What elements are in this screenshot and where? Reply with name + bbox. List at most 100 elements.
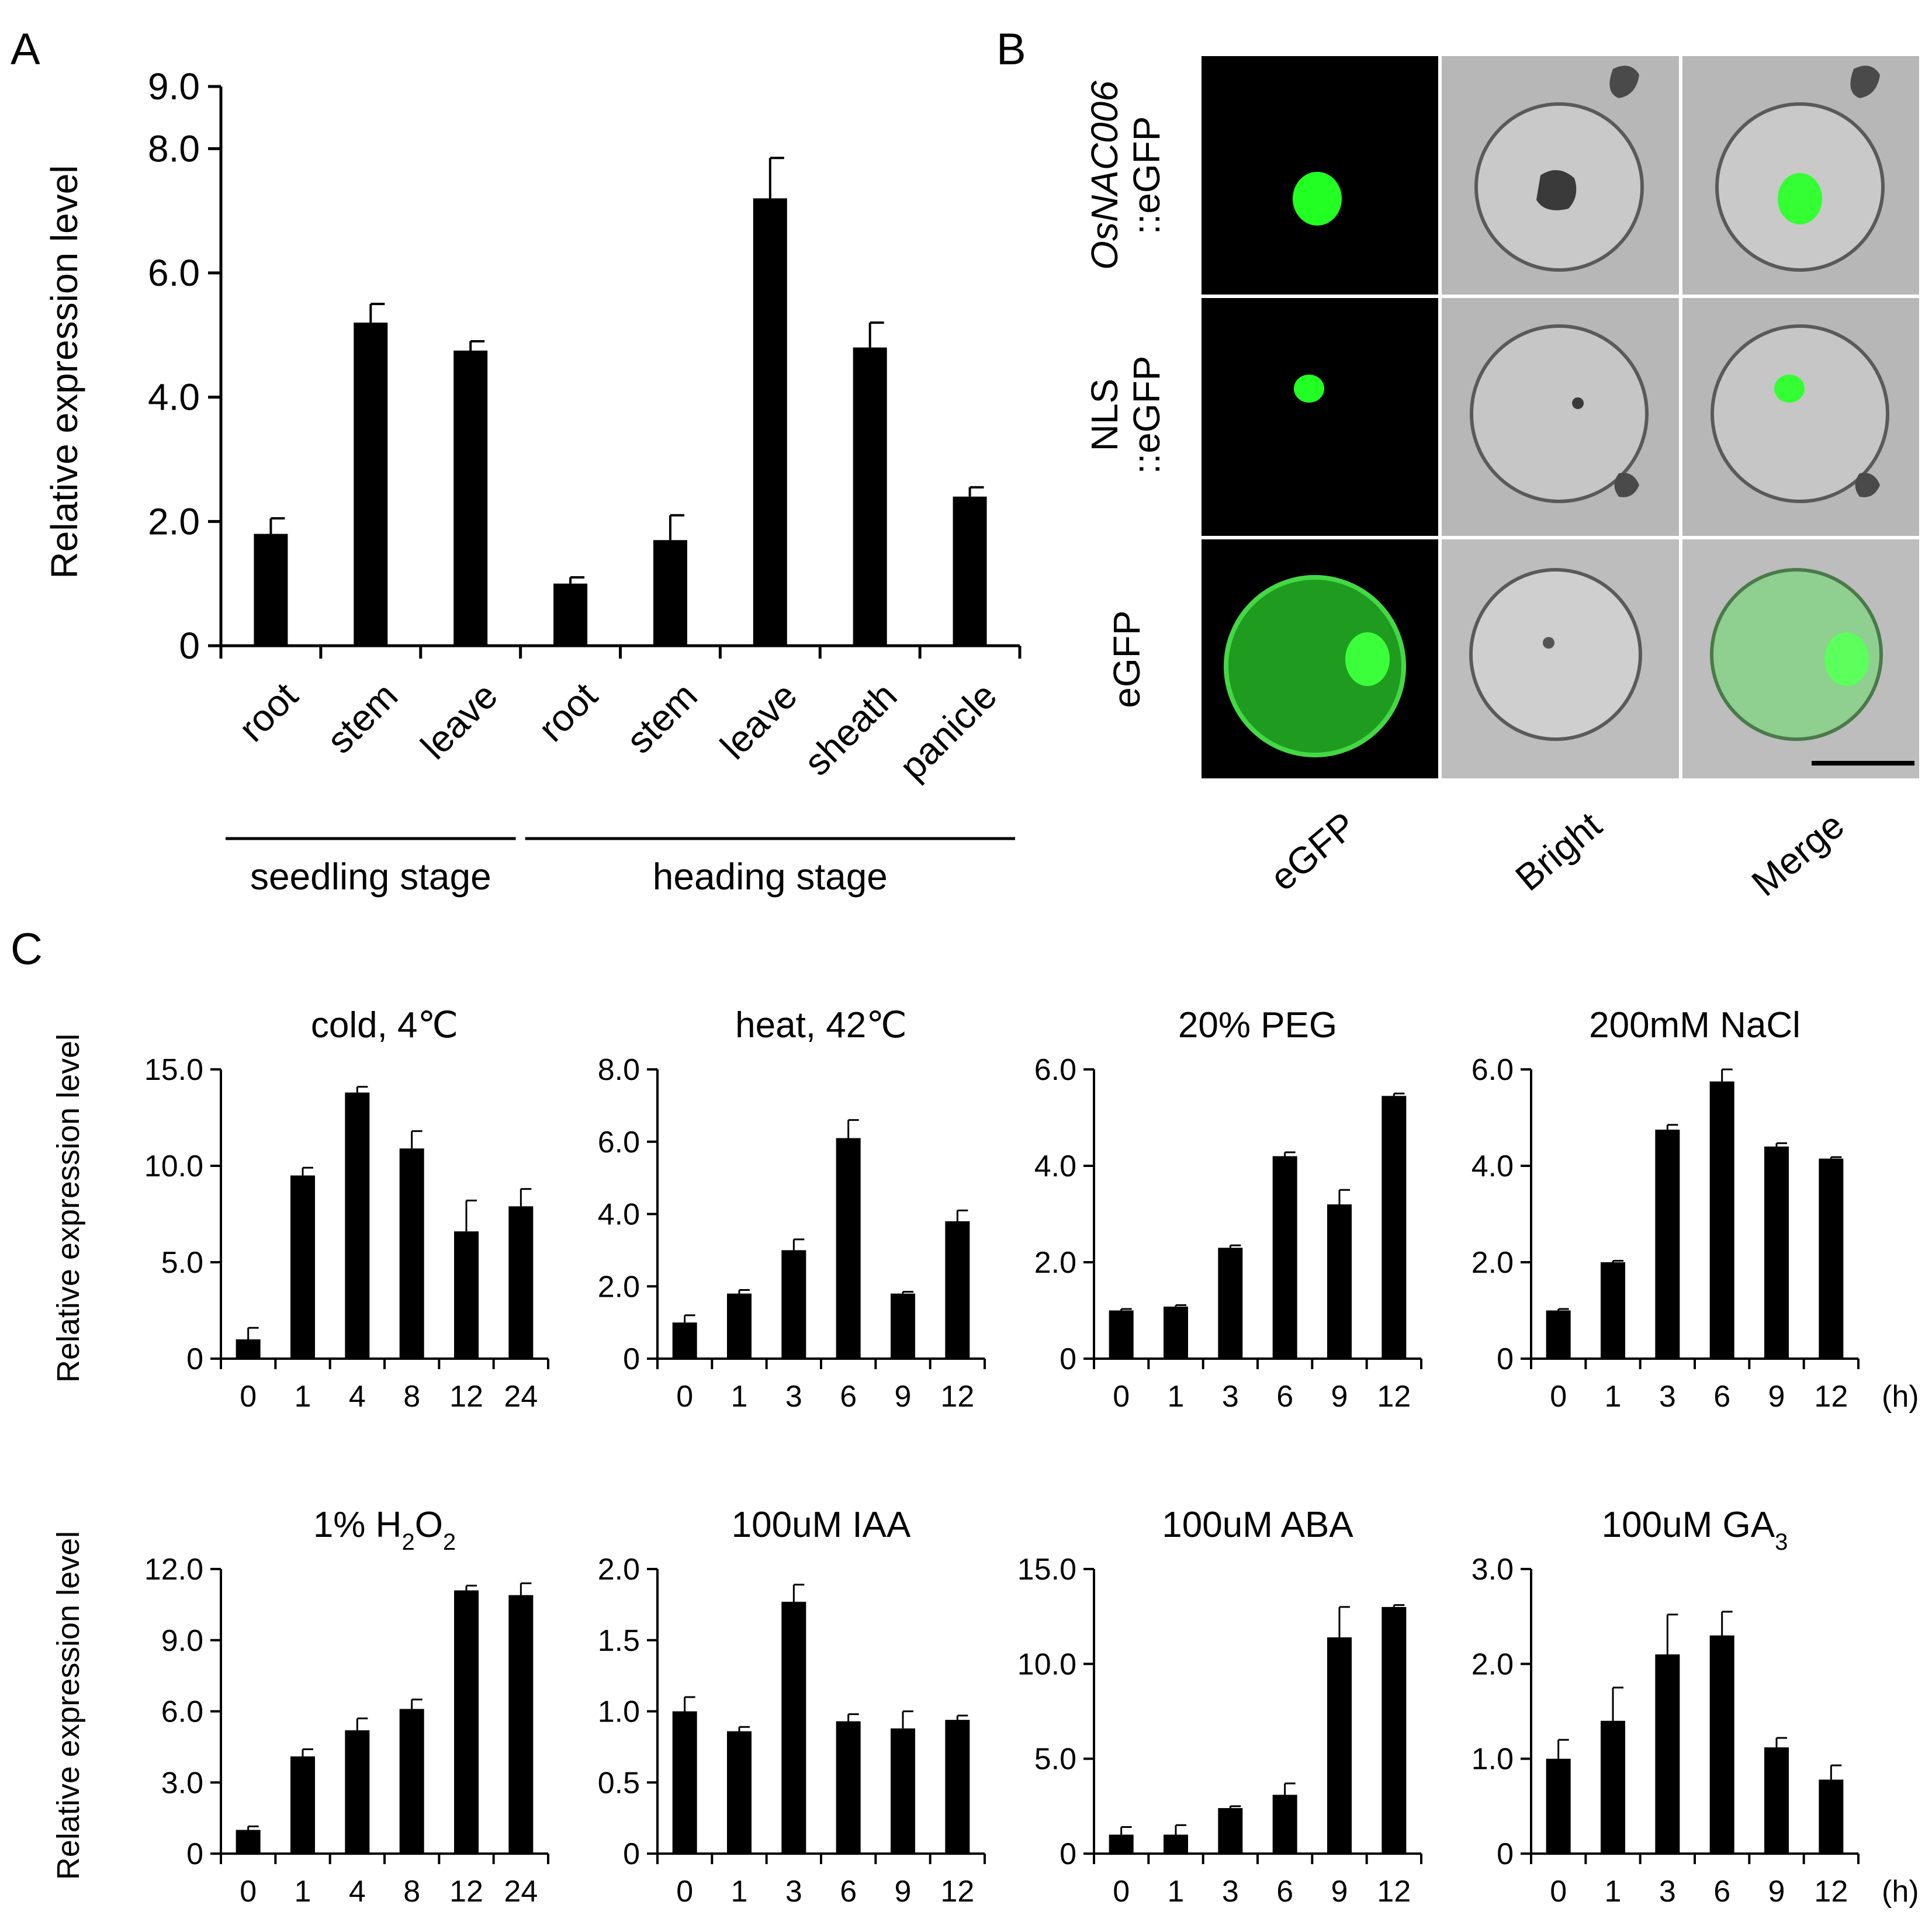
y-tick-label: 6.0 xyxy=(1034,1053,1076,1087)
bar xyxy=(1327,1204,1352,1359)
x-tick-label: 12 xyxy=(940,1380,974,1414)
bar xyxy=(1272,1795,1297,1854)
bar xyxy=(1819,1158,1844,1359)
bar xyxy=(354,323,388,646)
x-tick-label: 3 xyxy=(1659,1380,1676,1414)
y-tick-label: 12.0 xyxy=(144,1553,203,1587)
bar xyxy=(1218,1248,1243,1359)
bar xyxy=(1764,1147,1789,1359)
y-tick-label: 4.0 xyxy=(598,1198,640,1232)
chart-c3: 0 2.0 4.0 6.0 0 1 3 6 9 12 20% PEG xyxy=(1034,1005,1422,1414)
chart-c2: 0 2.0 4.0 6.0 8.0 0 1 3 6 9 12 heat, 42℃ xyxy=(598,1005,986,1414)
chart-c6: 0 0.5 1.0 1.5 2.0 0 1 3 6 9 12 100uM IAA xyxy=(598,1505,986,1909)
chart-c7: 0 5.0 10.0 15.0 0 1 3 6 9 12 100uM ABA xyxy=(1017,1505,1422,1909)
row-label-egfp: eGFP xyxy=(1106,610,1148,708)
x-tick-label: 3 xyxy=(785,1875,802,1909)
bar xyxy=(453,350,488,646)
x-tick-label: 12 xyxy=(940,1875,974,1909)
x-tick-label: stem xyxy=(318,674,406,761)
y-tick-label: 5.0 xyxy=(1034,1743,1076,1776)
bar xyxy=(1327,1637,1352,1854)
panel-letter-b: B xyxy=(996,25,1026,74)
x-tick-label: 0 xyxy=(240,1380,257,1414)
y-tick-label: 1.5 xyxy=(598,1624,640,1658)
bar xyxy=(672,1711,697,1854)
bar xyxy=(1655,1130,1680,1359)
bar xyxy=(553,583,588,646)
bar xyxy=(781,1250,806,1359)
x-tick-label: 9 xyxy=(895,1875,912,1909)
x-tick-label: 3 xyxy=(1659,1875,1676,1909)
x-tick-label: 1 xyxy=(295,1380,311,1414)
y-tick-label: 1.0 xyxy=(1471,1743,1514,1776)
bar xyxy=(1109,1310,1134,1359)
x-tick-label: 4 xyxy=(349,1875,366,1909)
bar xyxy=(1382,1096,1407,1359)
bar xyxy=(454,1590,479,1854)
bar xyxy=(1546,1310,1571,1359)
x-tick-label: 0 xyxy=(1550,1875,1567,1909)
y-tick-label: 0 xyxy=(1497,1342,1514,1376)
x-tick-label: 0 xyxy=(1113,1875,1130,1909)
y-tick-label: 1.0 xyxy=(598,1695,640,1729)
y-tick-label: 0 xyxy=(1497,1837,1514,1871)
chart-title: cold, 4℃ xyxy=(311,1005,458,1045)
row-label-osnac006-line1: OsNAC006 xyxy=(1083,81,1126,270)
gfp-nucleus-spot xyxy=(1778,173,1822,224)
x-tick-label: 8 xyxy=(403,1380,420,1414)
bar xyxy=(945,1221,970,1359)
y-tick-label: 2.0 xyxy=(1471,1246,1514,1280)
x-tick-label: 12 xyxy=(1377,1875,1411,1909)
bar xyxy=(1601,1262,1625,1359)
bar xyxy=(236,1830,261,1854)
y-tick-label: 0 xyxy=(623,1837,640,1871)
y-tick-label: 2.0 xyxy=(1471,1647,1514,1681)
x-tick-label: 6 xyxy=(840,1380,857,1414)
cell-debris xyxy=(1543,637,1554,649)
gfp-cell-whole xyxy=(1224,575,1406,757)
chart-title: heat, 42℃ xyxy=(735,1005,907,1045)
x-tick-label: 6 xyxy=(1713,1875,1730,1909)
x-tick-label: 3 xyxy=(785,1380,802,1414)
x-tick-label: 1 xyxy=(731,1875,748,1909)
x-tick-label: 12 xyxy=(449,1875,483,1909)
chart-title: 200mM NaCl xyxy=(1589,1005,1801,1045)
bar xyxy=(953,496,987,646)
scale-bar xyxy=(1812,761,1914,766)
x-tick-label: 9 xyxy=(1768,1875,1785,1909)
bar xyxy=(508,1595,534,1854)
x-tick-label: 6 xyxy=(1713,1380,1730,1414)
bar xyxy=(399,1709,424,1854)
y-tick-label: 0 xyxy=(186,1342,203,1376)
micrograph-row2-egfp xyxy=(1202,298,1438,536)
bar xyxy=(653,540,687,646)
y-tick-label: 3.0 xyxy=(1471,1553,1514,1587)
x-tick-label: 3 xyxy=(1222,1380,1239,1414)
bar xyxy=(836,1721,861,1854)
row-label-osnac006-line2: ::eGFP xyxy=(1126,116,1168,235)
y-tick-label: 3.0 xyxy=(161,1766,203,1800)
x-tick-label: sheath xyxy=(796,674,905,784)
x-tick-label: 9 xyxy=(895,1380,912,1414)
bar xyxy=(1709,1635,1734,1854)
bar xyxy=(1272,1156,1297,1359)
chart-title: 20% PEG xyxy=(1178,1005,1337,1045)
bar xyxy=(672,1322,697,1359)
y-tick-label: 8.0 xyxy=(148,127,200,169)
x-tick-label: 12 xyxy=(449,1380,483,1414)
y-tick-label: 15.0 xyxy=(1017,1553,1076,1587)
x-tick-label: leave xyxy=(712,674,805,767)
chart-c8: 0 1.0 2.0 3.0 0 1 3 6 9 12 100uM GA3 (h) xyxy=(1471,1505,1919,1909)
x-tick-label: 9 xyxy=(1331,1380,1348,1414)
y-tick-label: 6.0 xyxy=(148,252,200,294)
x-unit-label: (h) xyxy=(1882,1875,1919,1909)
x-tick-label: 0 xyxy=(676,1380,693,1414)
bar xyxy=(1218,1808,1243,1854)
bar xyxy=(1655,1654,1680,1854)
x-tick-label: 1 xyxy=(1168,1380,1185,1414)
bar xyxy=(1164,1306,1188,1359)
y-tick-label: 15.0 xyxy=(144,1053,203,1087)
x-tick-label: panicle xyxy=(891,674,1005,788)
x-tick-label: 9 xyxy=(1768,1380,1785,1414)
x-tick-label: 0 xyxy=(1113,1380,1130,1414)
